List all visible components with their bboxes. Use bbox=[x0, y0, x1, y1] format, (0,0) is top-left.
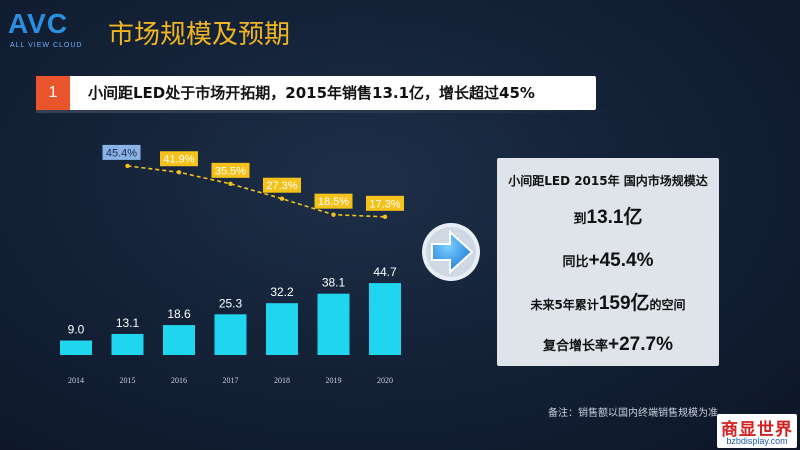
bar-2017 bbox=[214, 314, 247, 355]
growth-point-2019 bbox=[331, 212, 336, 217]
watermark: 商显世界 bzbdisplay.com bbox=[717, 414, 797, 448]
right-arrow-icon bbox=[422, 223, 480, 281]
bar-value-label-2016: 18.6 bbox=[167, 307, 191, 321]
bar-2020 bbox=[369, 283, 401, 355]
logo-text: AVC bbox=[8, 8, 69, 39]
year-label-2018: 2018 bbox=[274, 376, 290, 385]
bar-value-label-2014: 9.0 bbox=[68, 323, 85, 337]
logo-subtext: ALL VIEW CLOUD bbox=[10, 42, 83, 49]
growth-point-2018 bbox=[279, 196, 285, 201]
summary-line-4: 未来5年累计159亿的空间 bbox=[530, 293, 686, 314]
growth-point-2015 bbox=[125, 163, 130, 169]
footnote: 备注：销售额以国内终端销售规模为准 bbox=[548, 408, 718, 419]
subtitle-band bbox=[36, 76, 596, 110]
growth-label-2016: 41.9% bbox=[163, 154, 194, 166]
growth-label-box-2016 bbox=[160, 151, 198, 167]
bar-2014 bbox=[60, 340, 92, 355]
watermark-bottom: bzbdisplay.com bbox=[726, 436, 788, 446]
year-label-2015: 2015 bbox=[120, 376, 136, 385]
growth-point-2020 bbox=[382, 214, 388, 220]
page-title: 市场规模及预期 bbox=[108, 20, 291, 50]
year-label-2017: 2017 bbox=[223, 376, 239, 385]
bar-value-label-2015: 13.1 bbox=[116, 316, 140, 330]
bar-2015 bbox=[111, 333, 144, 355]
growth-label-2019: 18.5% bbox=[318, 196, 349, 208]
growth-label-box-2019 bbox=[314, 193, 353, 209]
growth-label-box-2017 bbox=[211, 162, 250, 178]
year-label-2016: 2016 bbox=[171, 376, 187, 385]
bar-value-label-2017: 25.3 bbox=[219, 296, 243, 310]
section-number-badge: 1 bbox=[36, 76, 70, 110]
growth-label-2018: 27.3% bbox=[266, 180, 297, 192]
growth-label-2020: 17.3% bbox=[369, 198, 400, 210]
summary-line-2: 到13.1亿 bbox=[573, 207, 643, 228]
summary-line-1: 小间距LED 2015年 国内市场规模达 bbox=[508, 174, 708, 188]
year-label-2014: 2014 bbox=[68, 376, 84, 385]
growth-label-2015: 45.4% bbox=[106, 147, 137, 159]
growth-label-box-2020 bbox=[366, 195, 404, 211]
growth-point-2016 bbox=[176, 170, 182, 175]
bar-value-label-2018: 32.2 bbox=[270, 285, 294, 299]
growth-label-box-2015 bbox=[102, 144, 141, 160]
subtitle-underline bbox=[36, 110, 636, 113]
growth-rate-line bbox=[127, 165, 386, 218]
growth-label-2017: 35.5% bbox=[215, 165, 246, 177]
growth-point-2017 bbox=[228, 181, 233, 187]
bar-2018 bbox=[266, 303, 298, 355]
growth-label-box-2018 bbox=[263, 177, 301, 193]
year-label-2020: 2020 bbox=[377, 376, 393, 385]
summary-line-5: 复合增长率+27.7% bbox=[543, 334, 673, 355]
bar-2019 bbox=[317, 293, 350, 355]
year-label-2019: 2019 bbox=[326, 376, 342, 385]
watermark-top: 商显世界 bbox=[721, 420, 793, 440]
subtitle-text: 小间距LED处于市场开拓期，2015年销售13.1亿，增长超过45% bbox=[88, 84, 535, 102]
market-summary-box: 小间距LED 2015年 国内市场规模达 到13.1亿 同比+45.4% 未来5… bbox=[497, 158, 719, 366]
bar-value-label-2019: 38.1 bbox=[322, 276, 346, 290]
bar-2016 bbox=[163, 325, 195, 355]
summary-line-3: 同比+45.4% bbox=[562, 250, 654, 271]
bar-value-label-2020: 44.7 bbox=[373, 265, 397, 279]
